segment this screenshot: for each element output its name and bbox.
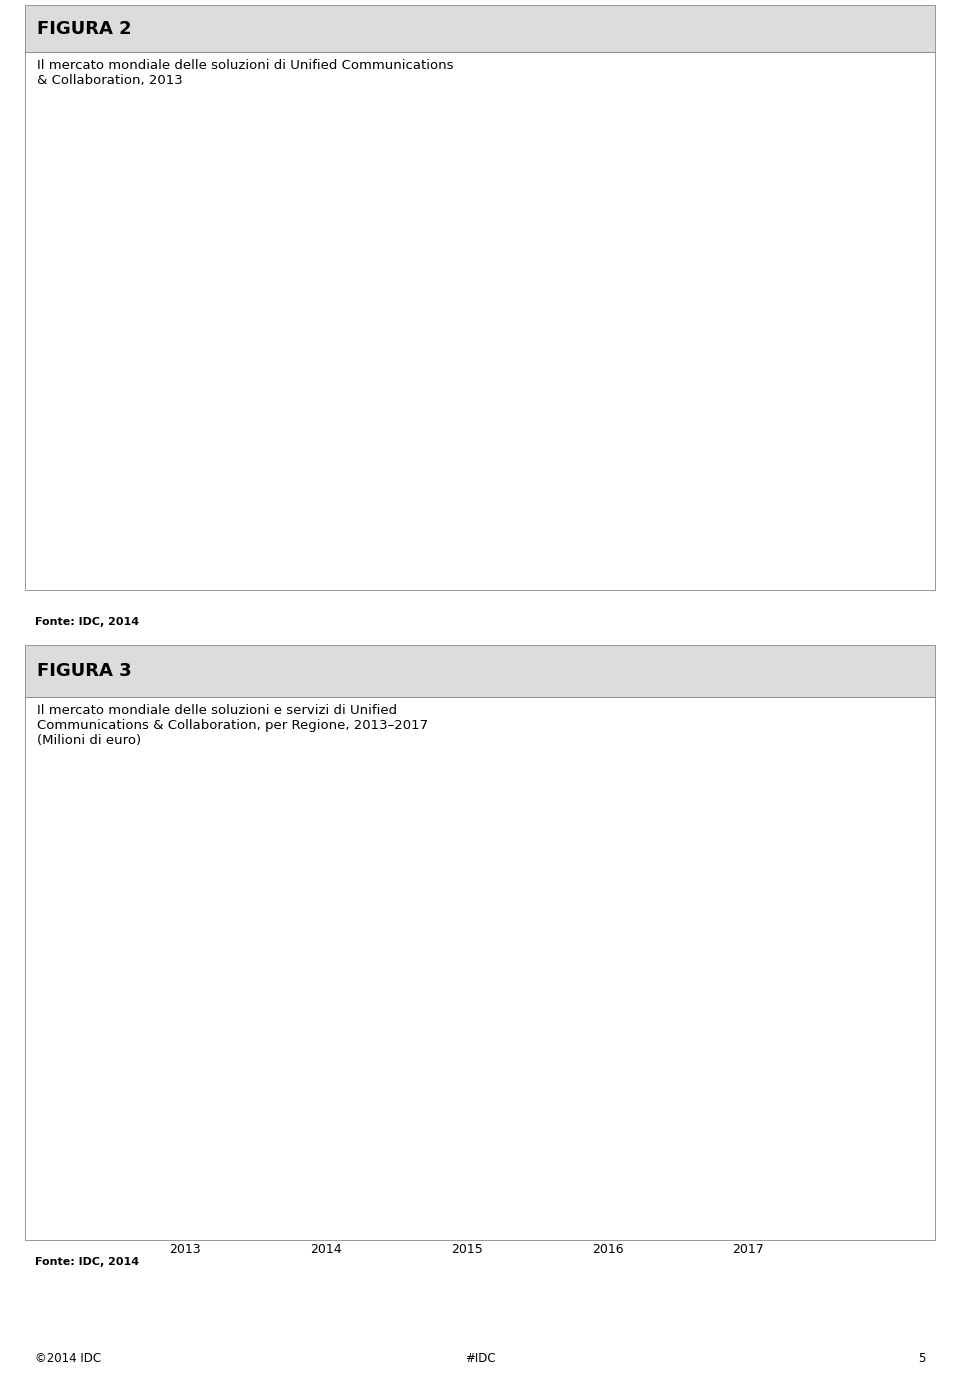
Wedge shape bbox=[251, 192, 449, 362]
Wedge shape bbox=[420, 194, 563, 362]
Bar bbox=[433, 956, 500, 1016]
Bar bbox=[293, 962, 360, 981]
Bar bbox=[714, 897, 782, 979]
Wedge shape bbox=[420, 269, 588, 362]
Text: IP telephony lines
13%: IP telephony lines 13% bbox=[420, 250, 516, 283]
Text: Il mercato mondiale delle soluzioni e servizi di Unified
Communications & Collab: Il mercato mondiale delle soluzioni e se… bbox=[36, 704, 427, 747]
Bar bbox=[442, 1009, 509, 1115]
Wedge shape bbox=[420, 329, 590, 371]
Text: Fonte: IDC, 2014: Fonte: IDC, 2014 bbox=[35, 618, 139, 627]
Bar bbox=[442, 949, 509, 1009]
Bar bbox=[152, 980, 219, 1001]
Text: Il mercato mondiale delle soluzioni di Unified Communications
& Collaboration, 2: Il mercato mondiale delle soluzioni di U… bbox=[36, 58, 453, 87]
Y-axis label: Milioni di euro: Milioni di euro bbox=[42, 992, 55, 1076]
Bar bbox=[714, 979, 782, 1108]
Bar bbox=[714, 872, 782, 897]
Bar bbox=[160, 994, 228, 1048]
Bar bbox=[723, 890, 790, 972]
Bar bbox=[293, 981, 360, 1041]
Text: #IDC: #IDC bbox=[465, 1352, 495, 1364]
Wedge shape bbox=[420, 362, 590, 533]
Wedge shape bbox=[250, 344, 420, 408]
Text: Mobile PBX/UC
2%: Mobile PBX/UC 2% bbox=[206, 393, 330, 425]
Bar bbox=[152, 1055, 219, 1140]
Bar bbox=[293, 1133, 360, 1233]
Bar bbox=[442, 1115, 509, 1226]
Bar bbox=[574, 924, 641, 995]
Text: CEBP
6%: CEBP 6% bbox=[328, 250, 363, 366]
Wedge shape bbox=[305, 362, 433, 533]
Bar bbox=[723, 972, 790, 1101]
Bar bbox=[160, 1133, 228, 1226]
Bar bbox=[574, 904, 641, 924]
Bar bbox=[442, 930, 509, 949]
Text: ©2014 IDC: ©2014 IDC bbox=[35, 1352, 101, 1364]
Text: Customer service
applications
7%: Customer service applications 7% bbox=[236, 418, 343, 490]
Text: Fonte: IDC, 2014: Fonte: IDC, 2014 bbox=[35, 1258, 139, 1267]
Bar bbox=[723, 1101, 790, 1226]
Bar bbox=[574, 1113, 641, 1233]
Bar bbox=[583, 917, 650, 987]
Wedge shape bbox=[262, 362, 420, 489]
Bar bbox=[160, 973, 228, 994]
Bar bbox=[583, 1105, 650, 1226]
Bar bbox=[574, 995, 641, 1113]
Text: FIGURA 3: FIGURA 3 bbox=[36, 662, 132, 680]
Bar bbox=[300, 1033, 369, 1124]
Bar bbox=[152, 1001, 219, 1055]
Text: Business VoIP/UC
services
23%: Business VoIP/UC services 23% bbox=[489, 418, 630, 451]
Text: Contact center
applications
13%: Contact center applications 13% bbox=[393, 451, 477, 502]
Bar bbox=[723, 865, 790, 890]
Bar bbox=[583, 897, 650, 917]
Bar bbox=[152, 1140, 219, 1233]
Bar bbox=[583, 987, 650, 1105]
Bar bbox=[433, 1123, 500, 1233]
Wedge shape bbox=[255, 362, 420, 428]
Bar bbox=[433, 1016, 500, 1123]
Bar bbox=[160, 1048, 228, 1133]
Legend: Nord America, EMEA, APAC, CALA: Nord America, EMEA, APAC, CALA bbox=[136, 755, 511, 777]
Bar bbox=[300, 955, 369, 974]
Bar bbox=[293, 1041, 360, 1133]
Bar bbox=[433, 937, 500, 956]
Bar bbox=[714, 1108, 782, 1233]
Text: Videoconferencing
systems
4%: Videoconferencing systems 4% bbox=[515, 335, 645, 368]
Bar bbox=[300, 974, 369, 1033]
Text: Collaborative
applications
26%: Collaborative applications 26% bbox=[207, 290, 362, 341]
Text: 5: 5 bbox=[918, 1352, 925, 1364]
Text: IP phones
6%: IP phones 6% bbox=[508, 287, 589, 326]
Text: FIGURA 2: FIGURA 2 bbox=[36, 19, 132, 37]
Bar bbox=[300, 1124, 369, 1226]
